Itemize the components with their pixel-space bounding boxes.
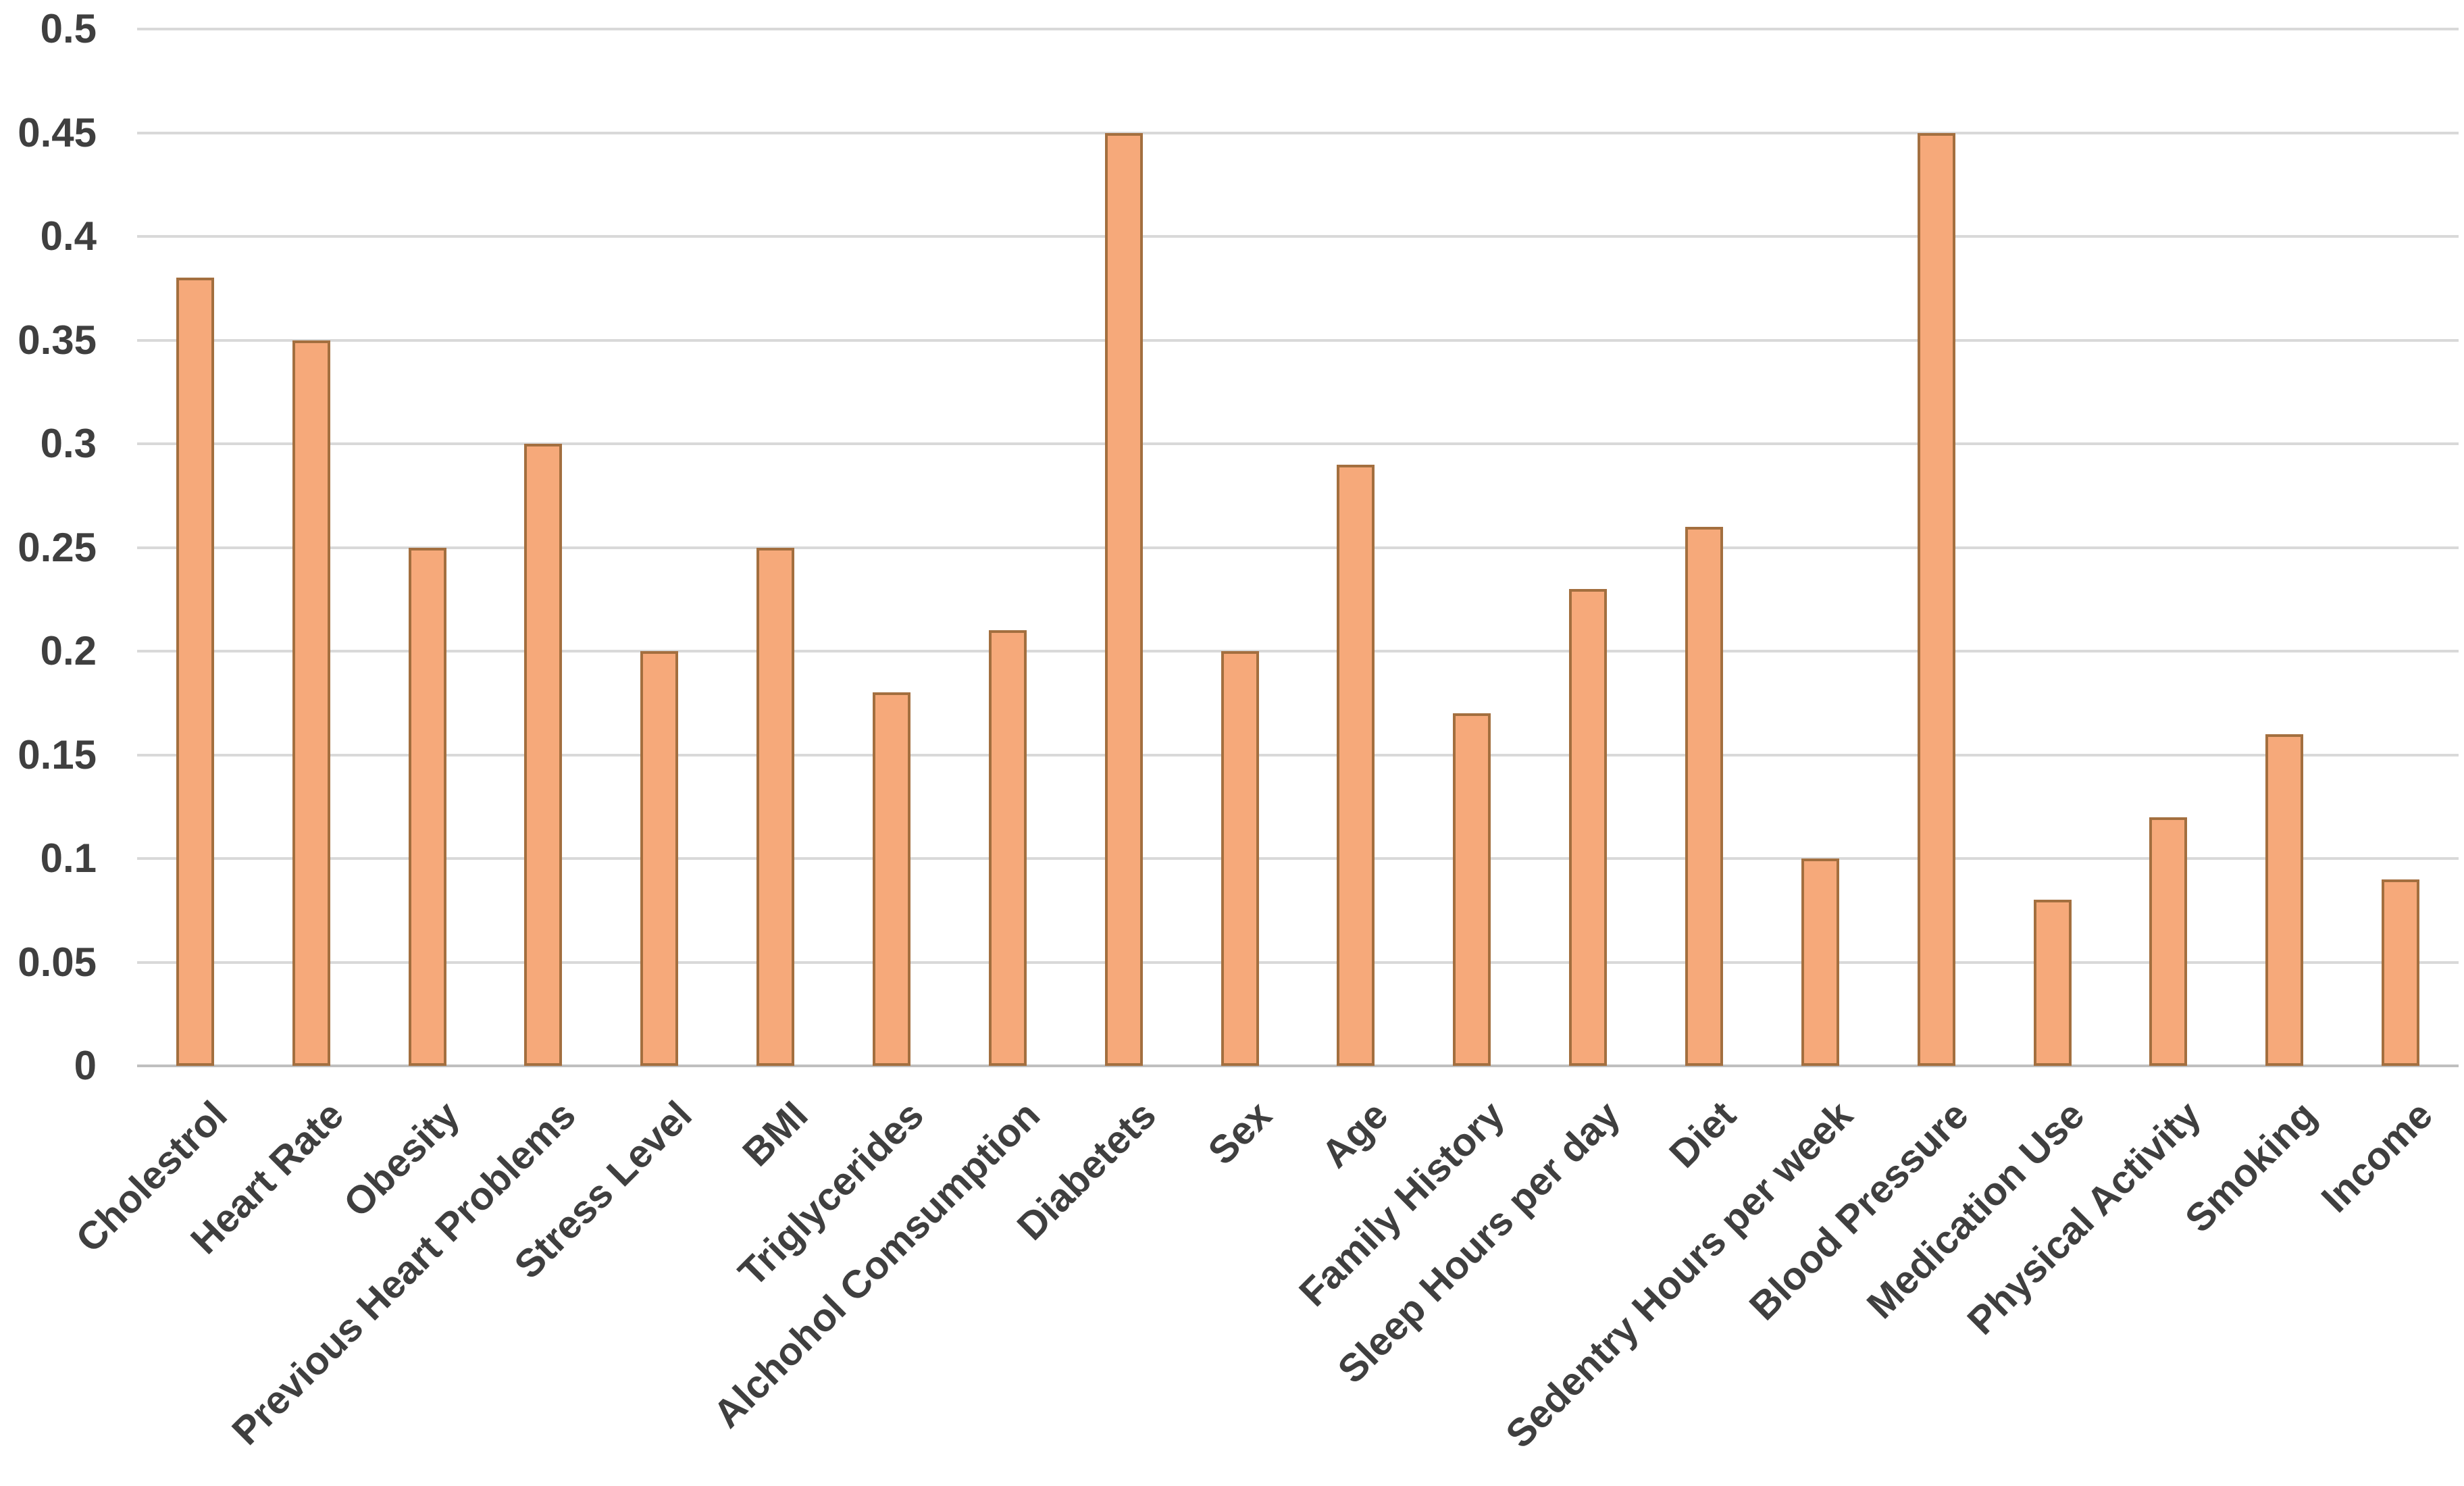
bar-income bbox=[2382, 879, 2420, 1066]
x-category-label: Blood Pressure bbox=[1741, 1093, 1977, 1329]
x-category-label: Age bbox=[1312, 1093, 1397, 1177]
bar-family-history bbox=[1453, 713, 1491, 1066]
bar-sleep-hours-per-day bbox=[1569, 588, 1608, 1066]
y-tick-label: 0.35 bbox=[18, 317, 97, 363]
x-category-label: BMI bbox=[734, 1093, 817, 1175]
bar-diet bbox=[1685, 526, 1723, 1066]
y-tick-label: 0.45 bbox=[18, 109, 97, 155]
x-category-label: Sex bbox=[1200, 1093, 1281, 1173]
x-category-label: Family History bbox=[1290, 1093, 1513, 1315]
gridline bbox=[137, 235, 2459, 238]
bar-alchohol-comsumption bbox=[988, 630, 1027, 1066]
bar-obesity bbox=[408, 547, 446, 1066]
gridline bbox=[137, 857, 2459, 860]
bar-heart-rate bbox=[292, 340, 330, 1066]
x-axis-baseline bbox=[137, 1065, 2459, 1067]
gridline bbox=[137, 442, 2459, 445]
y-tick-label: 0.15 bbox=[18, 732, 97, 777]
x-category-label: Medication Use bbox=[1858, 1093, 2093, 1327]
gridline bbox=[137, 338, 2459, 342]
y-tick-label: 0.05 bbox=[18, 939, 97, 985]
gridline bbox=[137, 28, 2459, 30]
y-tick-label: 0 bbox=[74, 1043, 97, 1088]
bar-previous-heart-problems bbox=[524, 444, 563, 1066]
bar-age bbox=[1337, 464, 1375, 1066]
gridline bbox=[137, 131, 2459, 134]
gridline bbox=[137, 546, 2459, 549]
bar-physical-activity bbox=[2149, 817, 2188, 1066]
bar-bmi bbox=[756, 547, 795, 1066]
bar-smoking bbox=[2265, 734, 2304, 1066]
bar-sedentry-hours-per-week bbox=[1801, 859, 1839, 1066]
bar-stress-level bbox=[640, 651, 679, 1066]
bar-diabetets bbox=[1104, 132, 1143, 1066]
bar-medication-use bbox=[2033, 900, 2072, 1066]
gridline bbox=[137, 753, 2459, 757]
bar-cholestrol bbox=[176, 278, 214, 1066]
y-tick-label: 0.3 bbox=[40, 421, 97, 466]
bar-triglycerides bbox=[873, 692, 911, 1066]
bar-sex bbox=[1221, 651, 1259, 1066]
x-category-label: Income bbox=[2313, 1093, 2442, 1221]
gridline bbox=[137, 960, 2459, 964]
x-category-label: Diet bbox=[1661, 1093, 1745, 1177]
y-tick-label: 0.1 bbox=[40, 836, 97, 881]
y-tick-label: 0.25 bbox=[18, 524, 97, 570]
y-tick-label: 0.5 bbox=[40, 6, 97, 51]
bar-blood-pressure bbox=[1917, 132, 1955, 1066]
y-tick-label: 0.4 bbox=[40, 213, 97, 259]
gridline bbox=[137, 650, 2459, 652]
y-tick-label: 0.2 bbox=[40, 628, 97, 673]
